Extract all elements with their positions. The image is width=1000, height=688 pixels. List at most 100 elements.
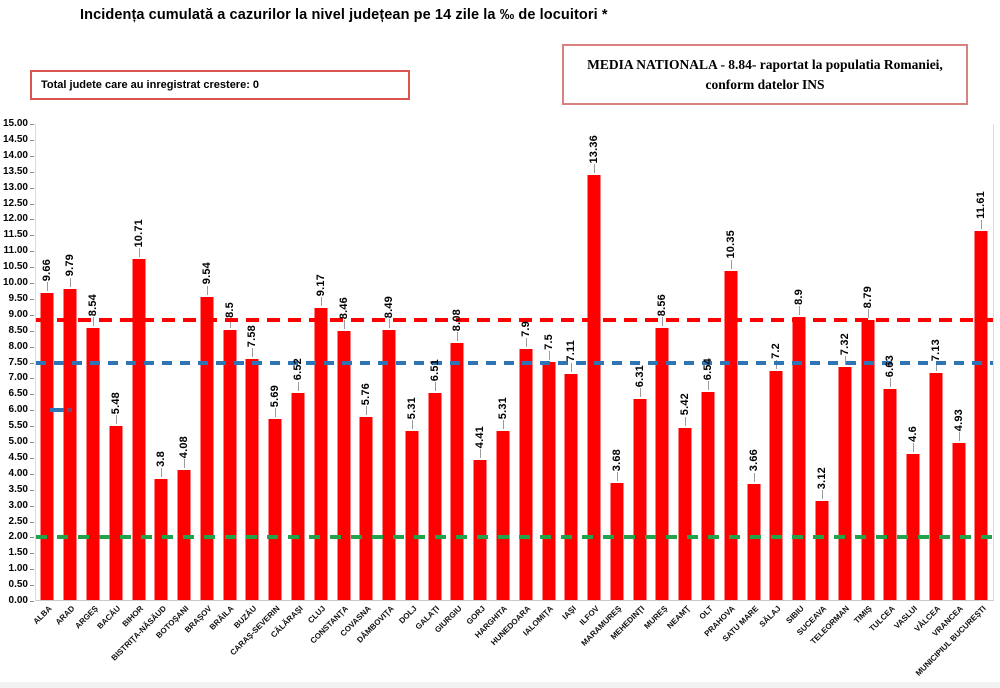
y-axis-tick-label: 15.00	[2, 118, 28, 129]
y-axis-tick-mark	[30, 521, 34, 523]
y-axis-tick-label: 13.00	[2, 181, 28, 193]
bar-slot: 10.35 PRAHOVA	[703, 124, 742, 638]
bar-value-label: 6.51	[428, 358, 441, 381]
bar-slot: 8.79 TIMIŞ	[852, 124, 879, 625]
x-axis-label: IAŞI	[560, 604, 578, 622]
bar-slot: 6.31 MEHEDINŢI	[609, 124, 651, 641]
y-axis-tick-mark	[30, 235, 34, 237]
bar-value-label: 7.11	[565, 340, 578, 362]
label-leader-line	[821, 489, 823, 499]
bar-slot: 8.49 DÂMBOVIŢA	[355, 124, 401, 645]
x-axis-label: SĂLAJ	[757, 604, 783, 629]
y-axis-tick-label: 2.50	[8, 515, 28, 527]
bar-slot: 4.93 VRANCEA	[931, 124, 970, 638]
bar-value-label: 5.48	[109, 391, 122, 414]
bar	[747, 483, 761, 600]
bar-slot: 7.11 IAŞI	[560, 124, 583, 621]
y-axis: 0.00 0.50 1.00 1.50 2.00 2.50 3.00 3.50 4.00 4.50…	[0, 119, 34, 606]
bar	[564, 373, 578, 600]
label-leader-line	[70, 277, 72, 287]
y-axis-tick-mark	[30, 251, 34, 253]
bar	[519, 348, 533, 600]
bar	[838, 367, 852, 600]
bar-value-label: 4.41	[474, 425, 487, 448]
bar-slot: 3.68 MARAMUREŞ	[580, 124, 629, 648]
national-average-line2: conform datelor INS	[705, 76, 825, 92]
bar-value-label: 9.79	[64, 254, 77, 277]
label-leader-line	[184, 459, 186, 469]
bar-slot: 9.17 CLUJ	[306, 124, 332, 625]
bar	[701, 392, 715, 600]
label-leader-line	[708, 381, 710, 391]
bar-slot: 7.2 SĂLAJ	[758, 124, 788, 629]
bar	[337, 330, 351, 600]
label-leader-line	[753, 472, 755, 482]
y-axis-tick-mark	[30, 187, 34, 189]
bar	[154, 479, 168, 600]
label-leader-line	[434, 381, 436, 391]
bar-value-label: 3.66	[747, 449, 760, 472]
label-leader-line	[685, 416, 687, 426]
bar	[268, 419, 282, 600]
bar-value-label: 8.79	[861, 286, 874, 309]
bar	[974, 230, 988, 600]
reference-line-reference-blue	[36, 360, 993, 365]
x-axis-label: MUREŞ	[642, 604, 669, 631]
label-leader-line	[229, 318, 231, 328]
bar	[359, 416, 373, 600]
label-leader-line	[411, 420, 413, 430]
y-axis-tick-label: 1.00	[8, 563, 28, 575]
national-average-box: MEDIA NATIONALA - 8.84- raportat la popu…	[562, 44, 968, 105]
y-axis-tick-label: 12.50	[2, 197, 28, 209]
y-axis-tick-mark	[30, 553, 34, 555]
x-axis-label: ALBA	[31, 604, 54, 627]
y-axis-tick-label: 0.00	[8, 595, 28, 606]
y-axis-tick-mark	[30, 124, 34, 125]
bar-value-label: 6.63	[884, 354, 897, 378]
bar-value-label: 8.49	[383, 295, 396, 319]
bar-value-label: 10.71	[132, 218, 145, 248]
y-axis-tick-label: 10.00	[2, 277, 28, 288]
bar-slot: 3.12 SUCEAVA	[795, 124, 834, 637]
y-axis-tick-mark	[30, 203, 34, 205]
y-axis-tick-mark	[30, 442, 34, 443]
y-axis-tick-label: 6.50	[8, 388, 28, 400]
bar-slot: 3.66 SATU MARE	[720, 124, 765, 644]
bar-slot: 6.51 GALAŢI	[414, 124, 446, 631]
stray-dash-bar-overlap	[67, 408, 72, 413]
bar	[542, 361, 556, 600]
label-leader-line	[981, 219, 983, 229]
y-axis-tick-label: 6.00	[8, 404, 28, 416]
y-axis-tick-label: 7.00	[8, 372, 28, 384]
bar	[132, 259, 146, 600]
bar-slot: 10.71 BIHOR	[120, 124, 150, 629]
bar-value-label: 9.54	[200, 262, 213, 285]
bar	[633, 399, 647, 600]
reference-line-reference-green	[36, 535, 993, 540]
bar-slot: 5.48 BACĂU	[95, 124, 127, 631]
label-leader-line	[138, 248, 140, 258]
bar-slot: 9.54 BRAŞOV	[183, 124, 218, 635]
bar	[245, 358, 259, 600]
y-axis-tick-label: 0.50	[8, 579, 28, 591]
bar-value-label: 8.46	[337, 296, 350, 319]
y-axis-tick-label: 12.00	[2, 213, 28, 225]
label-leader-line	[366, 405, 368, 415]
bar-value-label: 9.66	[41, 258, 54, 281]
label-leader-line	[503, 420, 505, 430]
bar-value-label: 6.31	[633, 365, 646, 388]
y-axis-tick-label: 10.50	[2, 261, 28, 273]
bar	[314, 308, 328, 600]
y-axis-tick-mark	[30, 489, 34, 491]
label-leader-line	[867, 309, 869, 319]
bar-value-label: 5.69	[269, 384, 282, 408]
bar	[655, 327, 669, 600]
label-leader-line	[935, 362, 937, 372]
bar-slot: 7.58 BUZĂU	[233, 124, 264, 630]
bar	[450, 343, 464, 600]
bar-slot: 5.69 CARAŞ-SEVERIN	[228, 124, 287, 657]
label-leader-line	[161, 468, 163, 478]
bar-value-label: 7.32	[838, 333, 851, 356]
bar-slot: 6.63 TULCEA	[867, 124, 902, 633]
label-leader-line	[616, 471, 618, 481]
